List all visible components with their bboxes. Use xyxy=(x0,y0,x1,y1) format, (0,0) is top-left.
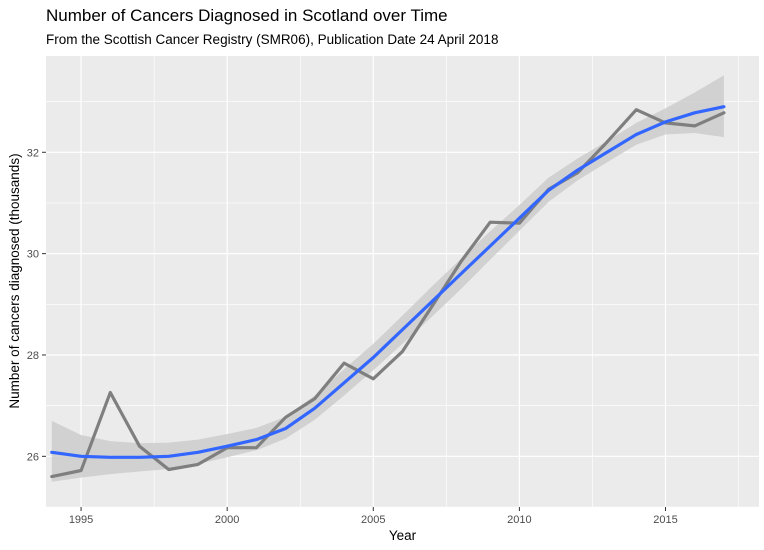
chart-title: Number of Cancers Diagnosed in Scotland … xyxy=(46,6,448,25)
minor-gridlines xyxy=(46,56,759,508)
y-tick-label: 32 xyxy=(27,147,39,159)
confidence-band-layer xyxy=(51,75,724,482)
observed-series-line xyxy=(50,108,726,479)
chart-subtitle: From the Scottish Cancer Registry (SMR06… xyxy=(46,32,499,47)
x-axis-title: Year xyxy=(389,528,417,543)
x-tick-label: 2005 xyxy=(361,514,385,526)
y-axis-title: Number of cancers diagnosed (thousands) xyxy=(7,153,22,408)
y-tick-label: 30 xyxy=(27,249,39,261)
smoothed-trend-line xyxy=(50,105,726,459)
x-tick-label: 2010 xyxy=(507,514,531,526)
series-layer xyxy=(50,105,726,479)
x-tick-label: 2000 xyxy=(215,514,239,526)
y-tick-label: 26 xyxy=(27,451,39,463)
y-tick-label: 28 xyxy=(27,350,39,362)
x-tick-label: 1995 xyxy=(69,514,93,526)
confidence-band xyxy=(51,75,724,482)
x-tick-label: 2015 xyxy=(653,514,677,526)
axis-layer: 1995 2000 2005 2010 2015 26 28 30 32 xyxy=(27,147,678,526)
